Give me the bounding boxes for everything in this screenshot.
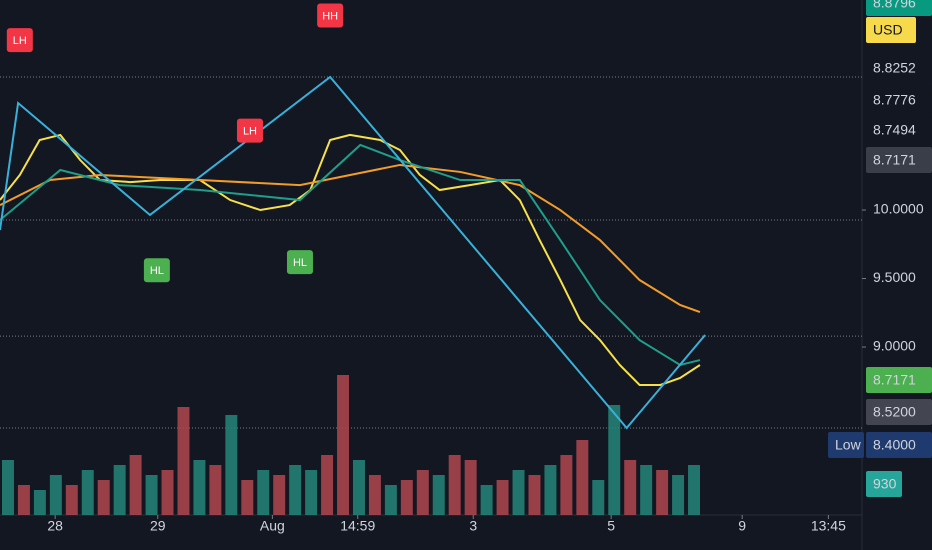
- x-tick-label: 28: [47, 518, 63, 534]
- price-tag: [828, 432, 864, 458]
- annotation-box: [143, 258, 170, 283]
- volume-bar: [480, 485, 493, 515]
- volume-bar: [321, 455, 334, 515]
- annotation-box: [236, 118, 263, 143]
- volume-bar: [624, 460, 637, 515]
- annotation-box: [317, 3, 344, 28]
- price-tag: [866, 55, 932, 81]
- volume-bar: [464, 460, 477, 515]
- volume-bar: [97, 480, 110, 515]
- price-tag: [866, 432, 932, 458]
- volume-bar: [177, 407, 190, 515]
- price-tag: [866, 17, 916, 43]
- volume-bar: [448, 455, 461, 515]
- price-tag-label: 8.7171: [873, 372, 916, 388]
- price-tag: [866, 471, 902, 497]
- volume-bar: [560, 455, 573, 515]
- x-tick-label: 9: [738, 518, 746, 534]
- annotation-box: [6, 28, 33, 53]
- volume-bar: [528, 475, 541, 515]
- volume-bar: [384, 485, 397, 515]
- volume-bar: [49, 475, 62, 515]
- y-tick-label: 9.0000: [873, 338, 916, 354]
- volume-bar: [576, 440, 589, 515]
- volume-bar: [512, 470, 525, 515]
- volume-bar: [544, 465, 557, 515]
- volume-bar: [608, 405, 621, 515]
- price-tag-label: 8.7776: [873, 92, 916, 108]
- volume-bar: [305, 470, 318, 515]
- volume-bar: [688, 465, 700, 515]
- volume-bar: [129, 455, 142, 515]
- price-tag-label: 8.8252: [873, 60, 916, 76]
- volume-bar: [672, 475, 685, 515]
- price-tag-label: 8.8796: [873, 0, 916, 11]
- price-line: [0, 75, 706, 430]
- price-tag-label: 8.7171: [873, 152, 916, 168]
- volume-bar: [400, 480, 413, 515]
- volume-bar: [225, 415, 238, 515]
- volume-bar: [161, 470, 174, 515]
- x-tick-label: Aug: [260, 518, 285, 534]
- x-tick-label: 14:59: [340, 518, 375, 534]
- volume-bar: [416, 470, 429, 515]
- price-tag-label: 930: [873, 476, 897, 492]
- price-tag-label: USD: [873, 22, 903, 38]
- price-tag-label: 8.7494: [873, 122, 916, 138]
- volume-bar: [289, 465, 302, 515]
- price-line: [0, 143, 701, 367]
- price-tag: [866, 117, 932, 143]
- price-tag: [866, 87, 932, 113]
- volume-bar: [656, 470, 669, 515]
- price-tag: [866, 0, 932, 16]
- annotation-label: HL: [293, 257, 307, 269]
- volume-bar: [145, 475, 158, 515]
- annotation-label: HH: [322, 10, 338, 22]
- x-tick-label: 3: [469, 518, 477, 534]
- y-tick-label: 10.0000: [873, 201, 924, 217]
- volume-bar: [640, 465, 653, 515]
- y-tick-label: 9.5000: [873, 269, 916, 285]
- volume-bar: [17, 485, 30, 515]
- annotation-box: [286, 250, 313, 275]
- volume-bar: [592, 480, 605, 515]
- price-tag: [866, 147, 932, 173]
- price-tag: [866, 399, 932, 425]
- volume-bar: [337, 375, 349, 515]
- volume-bar: [81, 470, 94, 515]
- x-tick-label: 5: [607, 518, 615, 534]
- price-tag-label: 8.4000: [873, 437, 916, 453]
- annotation-label: LH: [243, 125, 257, 137]
- volume-bar: [2, 460, 14, 515]
- price-tag-label: 8.5200: [873, 404, 916, 420]
- volume-bar: [257, 470, 270, 515]
- volume-bar: [368, 475, 381, 515]
- annotation-label: HL: [150, 265, 164, 277]
- volume-bar: [193, 460, 206, 515]
- volume-bar: [353, 460, 365, 515]
- volume-bar: [65, 485, 78, 515]
- volume-bar: [496, 480, 509, 515]
- price-tag: [866, 367, 932, 393]
- x-tick-label: 29: [150, 518, 166, 534]
- price-line: [0, 163, 701, 314]
- annotation-label: LH: [13, 35, 27, 47]
- volume-bar: [113, 465, 126, 515]
- volume-bar: [33, 490, 46, 515]
- x-tick-label: 13:45: [811, 518, 846, 534]
- volume-bar: [209, 465, 222, 515]
- volume-bar: [241, 480, 254, 515]
- volume-bar: [432, 475, 445, 515]
- volume-bar: [273, 475, 286, 515]
- price-tag-label: Low: [835, 437, 862, 453]
